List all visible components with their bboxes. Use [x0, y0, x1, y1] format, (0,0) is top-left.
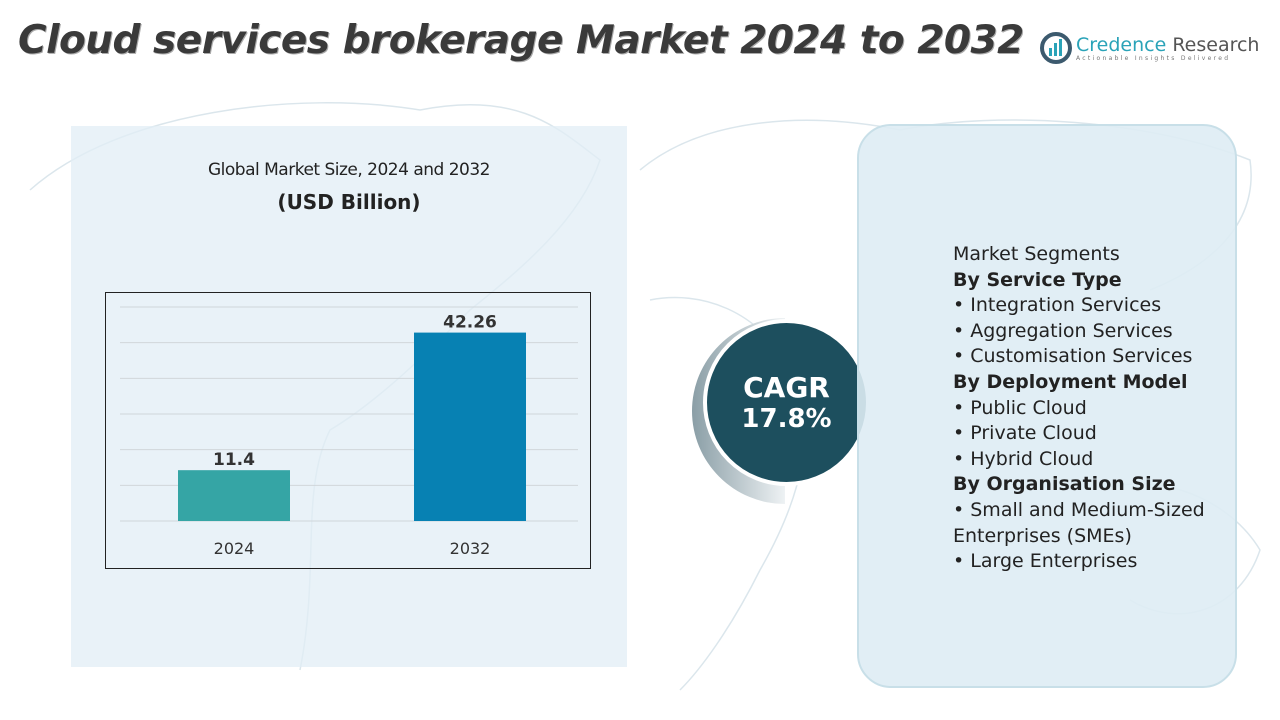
segment-item: • Small and Medium-Sized Enterprises (SM…: [953, 498, 1205, 547]
segment-item: • Large Enterprises: [953, 550, 1138, 573]
segment-group-title: By Organisation Size: [953, 473, 1176, 496]
cagr-badge: CAGR 17.8%: [703, 319, 870, 486]
segment-item: • Hybrid Cloud: [953, 447, 1094, 470]
data-label: 42.26: [443, 313, 497, 333]
segment-item: • Public Cloud: [953, 396, 1087, 419]
segment-item: • Aggregation Services: [953, 319, 1173, 342]
bar-2024: [178, 470, 290, 521]
segments-panel: [857, 124, 1237, 688]
market-segments: Market Segments By Service Type • Integr…: [953, 242, 1218, 575]
page-title: Cloud services brokerage Market 2024 to …: [18, 18, 1024, 63]
segment-group-title: By Service Type: [953, 268, 1122, 291]
segment-item: • Private Cloud: [953, 422, 1097, 445]
chart-panel: [71, 126, 627, 667]
bar-chart: 11.4 2024 42.26 2032: [105, 292, 591, 569]
segment-item: • Customisation Services: [953, 345, 1193, 368]
logo-name-2: Research: [1166, 33, 1260, 56]
credence-research-logo: Credence Research Actionable Insights De…: [1040, 32, 1259, 64]
cagr-value: 17.8%: [741, 404, 832, 434]
cagr-label: CAGR: [743, 371, 830, 404]
bar-2032: [414, 332, 526, 521]
segment-group-title: By Deployment Model: [953, 370, 1188, 393]
x-tick-label: 2024: [214, 539, 255, 558]
bar-chart-logo-icon: [1040, 32, 1072, 64]
chart-subtitle: (USD Billion): [277, 190, 421, 214]
x-tick-label: 2032: [450, 539, 491, 558]
chart-title: Global Market Size, 2024 and 2032: [208, 160, 491, 180]
segment-item: • Integration Services: [953, 294, 1162, 317]
bar-chart-svg: 11.4 2024 42.26 2032: [120, 306, 578, 558]
segments-heading: Market Segments: [953, 243, 1120, 265]
logo-name-1: Credence: [1076, 33, 1167, 56]
data-label: 11.4: [213, 450, 255, 470]
logo-tagline: Actionable Insights Delivered: [1076, 54, 1231, 62]
